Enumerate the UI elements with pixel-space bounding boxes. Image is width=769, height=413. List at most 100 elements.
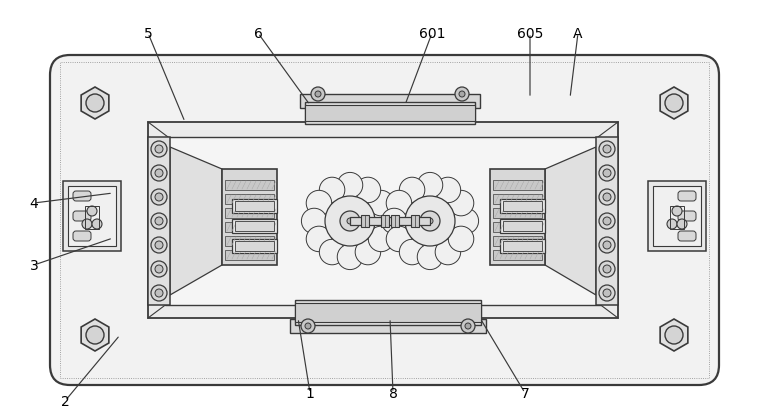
Circle shape: [355, 178, 381, 203]
Bar: [305, 103, 475, 125]
Circle shape: [86, 95, 104, 113]
Circle shape: [151, 237, 167, 254]
Text: 7: 7: [521, 386, 529, 400]
Circle shape: [427, 218, 433, 224]
Polygon shape: [225, 223, 274, 233]
Text: 3: 3: [30, 259, 38, 272]
Bar: [350, 218, 430, 225]
Bar: [503, 242, 542, 252]
Circle shape: [418, 173, 443, 198]
Circle shape: [310, 182, 390, 261]
Circle shape: [386, 227, 411, 252]
Circle shape: [603, 170, 611, 178]
FancyBboxPatch shape: [73, 192, 91, 202]
Circle shape: [455, 88, 469, 102]
Bar: [648, 182, 706, 252]
Bar: [295, 303, 481, 322]
Text: 601: 601: [419, 27, 445, 41]
Text: 6: 6: [254, 27, 262, 41]
Circle shape: [386, 191, 411, 216]
Circle shape: [151, 285, 167, 301]
Bar: [85, 206, 99, 230]
FancyBboxPatch shape: [678, 231, 696, 242]
FancyBboxPatch shape: [73, 211, 91, 221]
Polygon shape: [225, 236, 274, 247]
Circle shape: [599, 285, 615, 301]
Circle shape: [453, 209, 478, 234]
Circle shape: [390, 182, 470, 261]
Text: 605: 605: [517, 27, 543, 41]
Polygon shape: [660, 88, 687, 120]
Bar: [500, 199, 545, 214]
Circle shape: [599, 261, 615, 277]
Circle shape: [355, 240, 381, 265]
Text: 4: 4: [30, 197, 38, 211]
Circle shape: [677, 219, 687, 230]
Circle shape: [151, 261, 167, 277]
Bar: [68, 187, 116, 247]
Bar: [500, 240, 545, 254]
Circle shape: [603, 218, 611, 225]
Circle shape: [599, 190, 615, 206]
Circle shape: [405, 197, 455, 247]
Circle shape: [315, 92, 321, 98]
Polygon shape: [493, 250, 542, 260]
Circle shape: [418, 244, 443, 270]
Polygon shape: [225, 180, 274, 190]
Bar: [596, 138, 618, 305]
Polygon shape: [170, 147, 222, 295]
Circle shape: [155, 170, 163, 178]
Circle shape: [151, 214, 167, 230]
Polygon shape: [493, 223, 542, 233]
FancyBboxPatch shape: [73, 231, 91, 242]
Circle shape: [155, 242, 163, 249]
FancyBboxPatch shape: [678, 211, 696, 221]
Bar: [653, 187, 701, 247]
Bar: [381, 216, 389, 228]
Circle shape: [667, 219, 677, 230]
Bar: [295, 300, 481, 325]
Circle shape: [319, 178, 345, 203]
Bar: [290, 319, 486, 333]
Bar: [503, 202, 542, 211]
Bar: [670, 206, 684, 230]
Text: 1: 1: [305, 386, 315, 400]
Bar: [391, 216, 399, 228]
Circle shape: [603, 194, 611, 202]
Bar: [60, 63, 709, 378]
Circle shape: [340, 211, 360, 231]
Circle shape: [151, 190, 167, 206]
Polygon shape: [545, 147, 596, 295]
Circle shape: [306, 191, 331, 216]
Bar: [235, 221, 274, 231]
Bar: [305, 106, 475, 122]
Circle shape: [306, 227, 331, 252]
Bar: [361, 216, 369, 228]
Circle shape: [599, 237, 615, 254]
Circle shape: [399, 178, 424, 203]
Circle shape: [155, 194, 163, 202]
Circle shape: [86, 326, 104, 344]
Text: 2: 2: [61, 394, 69, 408]
Circle shape: [459, 92, 465, 98]
Bar: [232, 199, 277, 214]
Circle shape: [599, 142, 615, 158]
Circle shape: [461, 319, 475, 333]
Bar: [500, 219, 545, 233]
Circle shape: [301, 209, 327, 234]
Circle shape: [448, 227, 474, 252]
Bar: [63, 182, 121, 252]
Circle shape: [368, 191, 394, 216]
Bar: [235, 202, 274, 211]
Circle shape: [155, 218, 163, 225]
Circle shape: [603, 266, 611, 273]
Bar: [235, 242, 274, 252]
Circle shape: [82, 219, 92, 230]
Polygon shape: [660, 319, 687, 351]
Circle shape: [155, 266, 163, 273]
Polygon shape: [225, 209, 274, 218]
Polygon shape: [82, 319, 109, 351]
Bar: [165, 138, 601, 305]
Circle shape: [368, 227, 394, 252]
Polygon shape: [82, 88, 109, 120]
